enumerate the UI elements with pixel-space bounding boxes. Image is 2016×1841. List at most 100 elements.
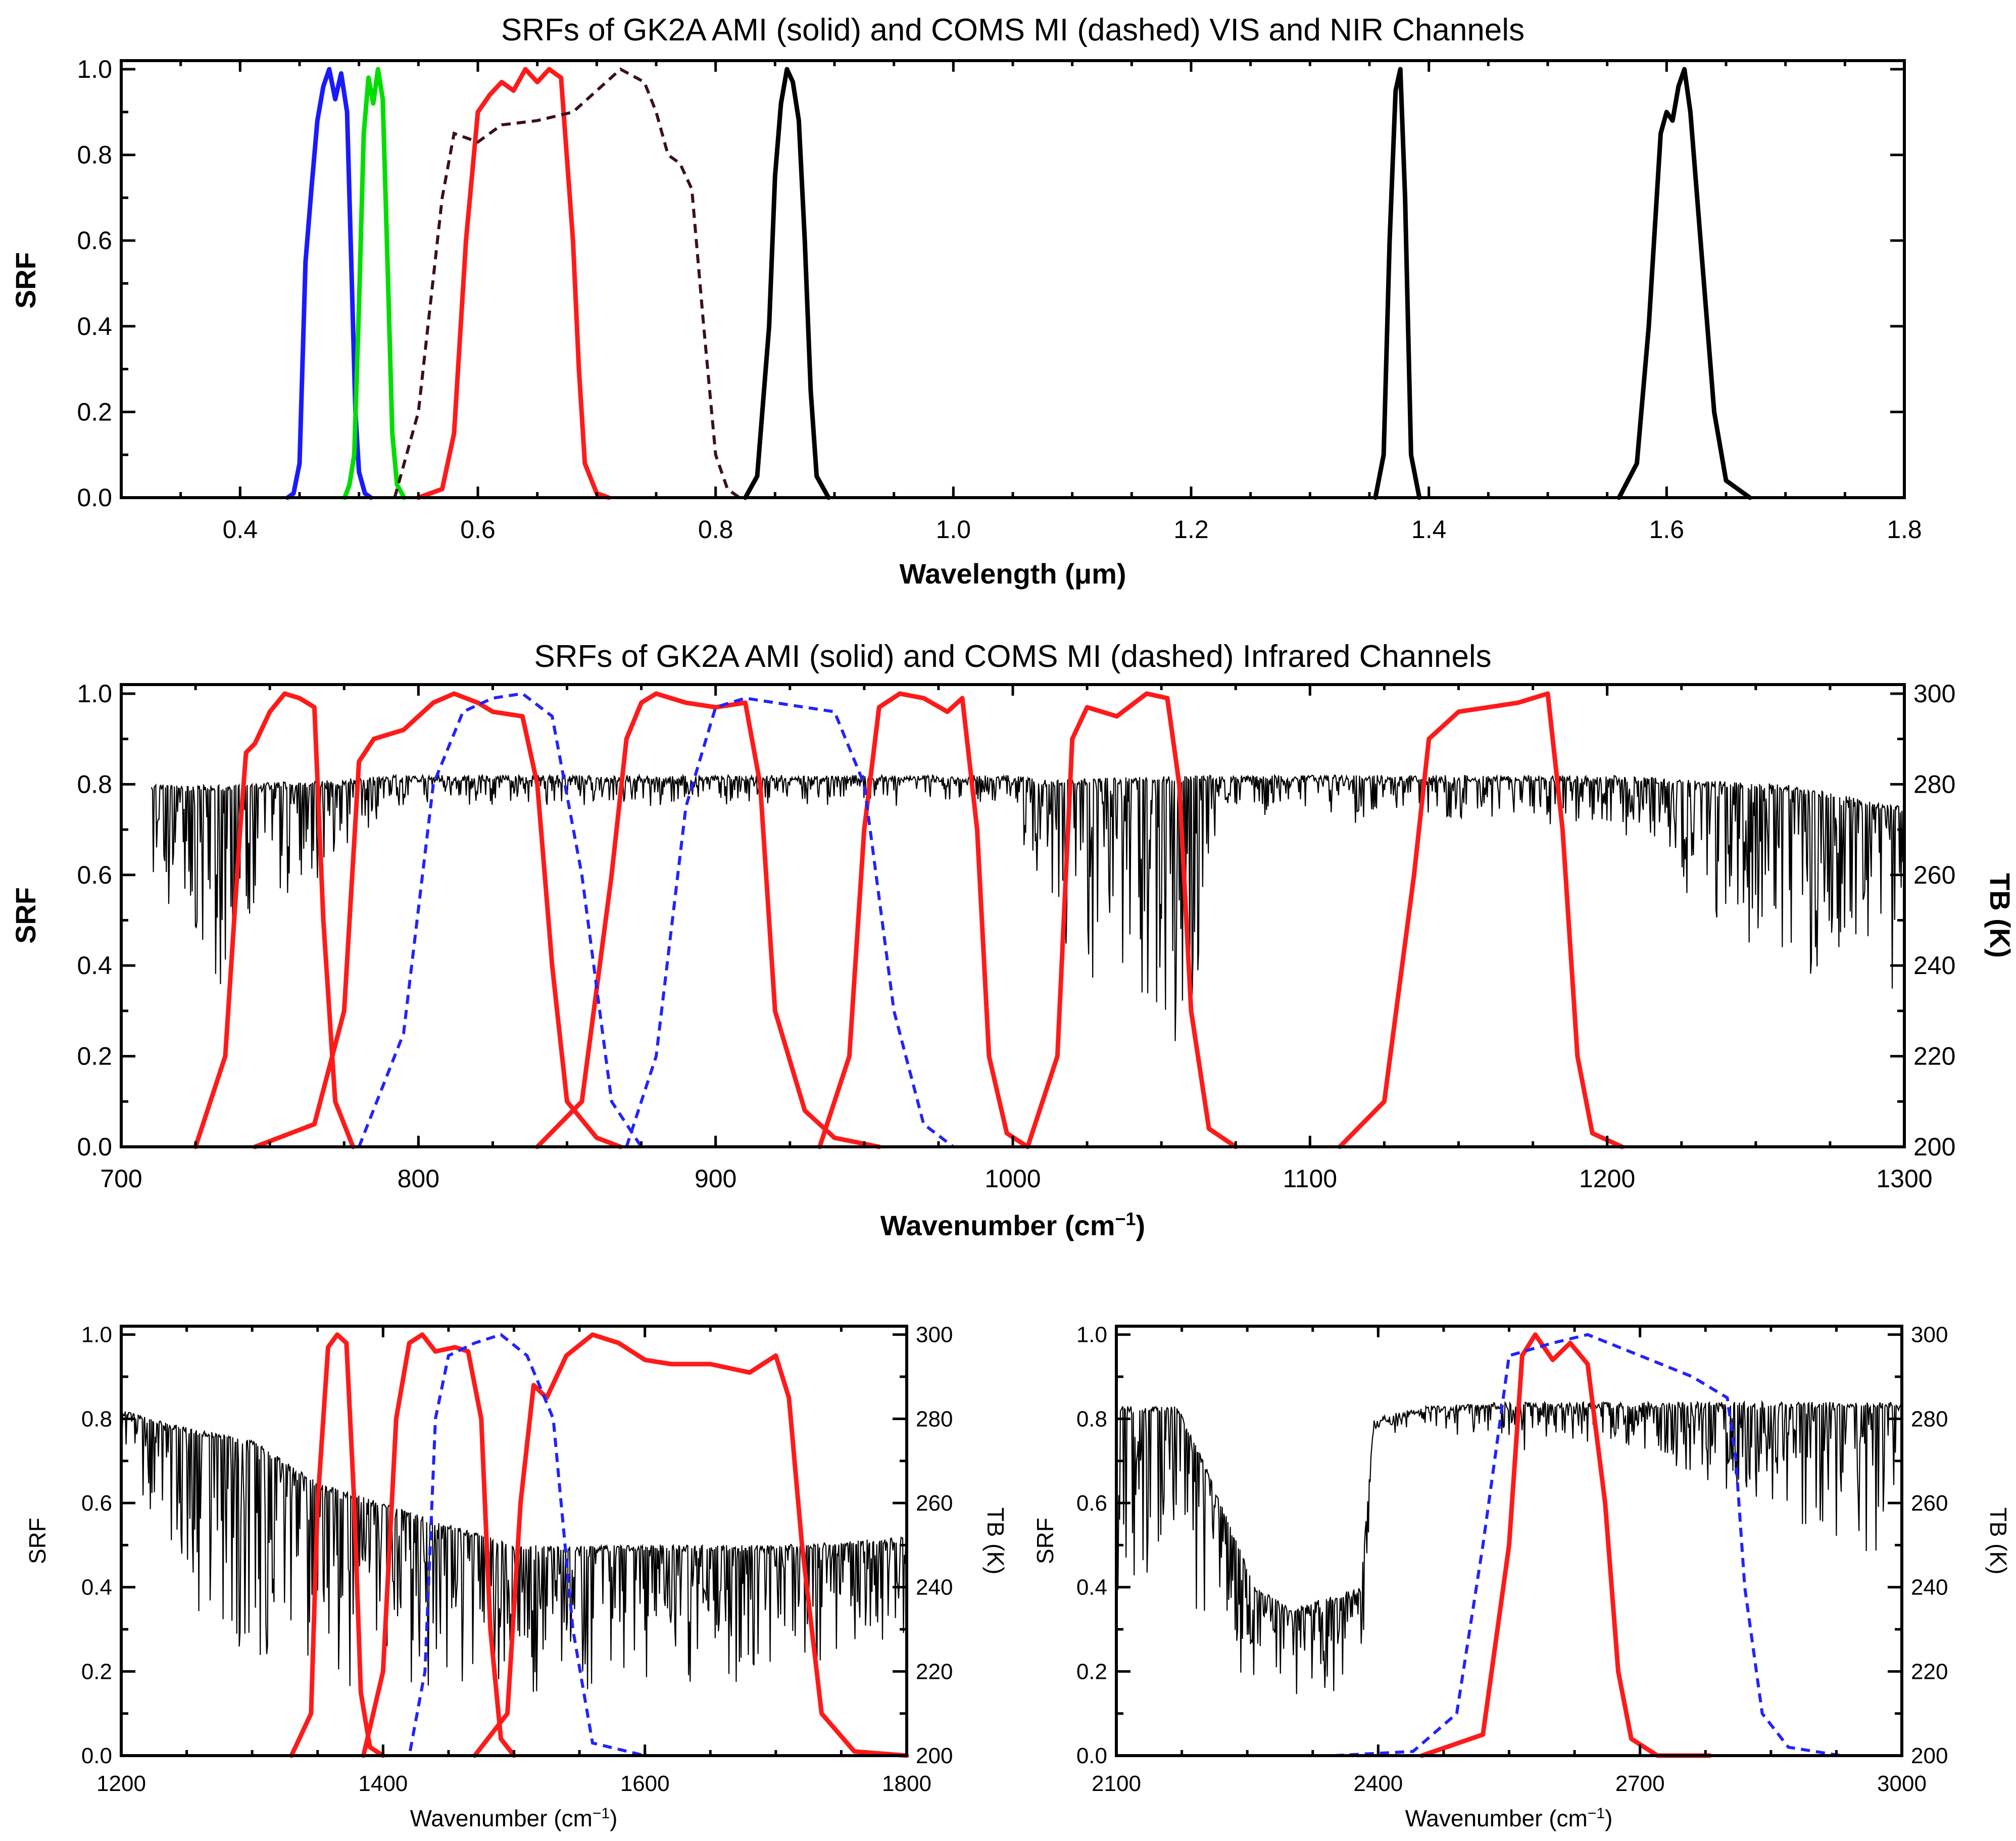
- series-layer: [193, 691, 1625, 1149]
- srf-series-gk2a-ami-vi008: [743, 67, 831, 500]
- srf-series-gk2a-ir105: [817, 691, 1030, 1149]
- y2-tick-label: 300: [1913, 680, 1955, 708]
- x-axis-label: Wavenumber (cm−1): [410, 1805, 618, 1832]
- ticks-layer: 700 800 900 1000 1100 1200 1300 0.0 0.2 0.4 0.6 0.8…: [77, 680, 1955, 1193]
- chart-panel-ir-main: SRFs of GK2A AMI (solid) and COMS MI (da…: [10, 639, 2016, 1241]
- y-tick-label: 0.2: [81, 1659, 112, 1684]
- x-axis-label-sup: −1: [1115, 1208, 1136, 1229]
- x-tick-label: 1800: [882, 1771, 931, 1796]
- x-tick-label: 900: [695, 1165, 736, 1193]
- y-tick-label: 0.4: [1076, 1575, 1107, 1600]
- x-tick-label: 1300: [1876, 1165, 1932, 1193]
- srf-series-gk2a-ir069: [361, 1332, 516, 1758]
- y-axis-label: SRF: [10, 887, 41, 944]
- x-tick-label: 800: [398, 1165, 439, 1193]
- x-axis-label-main: Wavenumber (cm: [1405, 1805, 1588, 1831]
- y2-axis-label: TB (K): [1985, 1508, 2011, 1575]
- ticks-layer: 1200 1400 1600 1800 0.0 0.2 0.4 0.6 0.8 1.0 200 220…: [81, 1323, 953, 1796]
- y-tick-label: 0.8: [77, 141, 112, 169]
- chart-title: SRFs of GK2A AMI (solid) and COMS MI (da…: [501, 13, 1525, 47]
- y-tick-label: 0.2: [77, 1042, 112, 1071]
- x-tick-label: 0.4: [223, 515, 258, 544]
- y2-axis-label: TB (K): [982, 1508, 1009, 1575]
- y2-tick-label: 220: [1913, 1042, 1955, 1071]
- x-axis-label: Wavenumber (cm−1): [880, 1208, 1145, 1242]
- y-tick-label: 0.0: [77, 1133, 112, 1161]
- y-tick-label: 0.2: [77, 398, 112, 426]
- y2-tick-label: 280: [1911, 1407, 1948, 1431]
- x-axis-label-end: ): [1605, 1805, 1612, 1831]
- y2-tick-label: 260: [1913, 861, 1955, 889]
- y-tick-label: 0.4: [81, 1575, 112, 1600]
- srf-series-gk2a-ir133: [193, 691, 356, 1149]
- y-tick-label: 0.6: [81, 1491, 112, 1516]
- ticks-layer: 0.4 0.6 0.8 1.0 1.2 1.4 1.6 1.8 0.0 0.2 0.4 0.6 0.8 1…: [77, 55, 1922, 544]
- srf-series-coms-mi-ir2: [357, 692, 643, 1148]
- x-axis-label-main: Wavenumber (cm: [880, 1209, 1115, 1241]
- x-axis-label-sup: −1: [593, 1805, 610, 1822]
- y2-tick-label: 240: [1913, 951, 1955, 980]
- x-tick-label: 1400: [358, 1771, 408, 1796]
- y-tick-label: 0.8: [1076, 1407, 1107, 1431]
- y-tick-label: 1.0: [77, 55, 112, 83]
- y2-tick-label: 300: [1911, 1323, 1948, 1347]
- tb-spectrum-line: [1115, 1399, 1903, 1694]
- x-tick-label: 2100: [1092, 1771, 1141, 1796]
- x-tick-label: 1000: [985, 1165, 1041, 1193]
- srf-series-gk2a-ir073: [289, 1332, 385, 1758]
- chart-title: SRFs of GK2A AMI (solid) and COMS MI (da…: [534, 639, 1491, 674]
- chart-panel-vis-nir: SRFs of GK2A AMI (solid) and COMS MI (da…: [10, 13, 1922, 590]
- x-tick-label: 1.8: [1887, 515, 1922, 544]
- y-tick-label: 1.0: [77, 680, 112, 708]
- y-tick-label: 0.6: [1076, 1491, 1107, 1516]
- y2-tick-label: 260: [1911, 1491, 1948, 1516]
- y-tick-label: 0.4: [77, 312, 112, 341]
- tb-spectrum-line: [151, 773, 1905, 1041]
- srf-series-gk2a-ami-vi005-green: [342, 67, 407, 500]
- x-tick-label: 1600: [620, 1771, 670, 1796]
- y-axis-label: SRF: [24, 1518, 51, 1564]
- srf-series-gk2a-ir038: [1419, 1332, 1712, 1758]
- series-layer: [285, 67, 1752, 500]
- x-tick-label: 0.8: [698, 515, 733, 544]
- y2-tick-label: 200: [916, 1743, 953, 1768]
- y-axis-label: SRF: [1032, 1518, 1058, 1564]
- y2-tick-label: 300: [916, 1323, 953, 1347]
- srf-series-gk2a-ir063: [472, 1332, 909, 1758]
- y-tick-label: 0.0: [77, 483, 112, 512]
- x-tick-label: 1200: [96, 1771, 146, 1796]
- tb-layer: [120, 1411, 908, 1692]
- srf-series-gk2a-ami-vi006-red: [416, 67, 611, 500]
- srf-series-gk2a-ir087: [1337, 691, 1625, 1149]
- srf-series-coms-mi-vis: [393, 67, 741, 499]
- x-axis-label: Wavelength (μm): [899, 558, 1126, 590]
- y-tick-label: 0.0: [81, 1743, 112, 1768]
- y2-tick-label: 220: [1911, 1659, 1948, 1684]
- y2-tick-label: 280: [1913, 770, 1955, 798]
- y-tick-label: 0.6: [77, 226, 112, 255]
- tb-layer: [1115, 1399, 1903, 1694]
- y-tick-label: 0.4: [77, 951, 112, 980]
- y-tick-label: 0.0: [1076, 1743, 1107, 1768]
- srf-series-gk2a-ir123: [253, 691, 623, 1149]
- y2-tick-label: 240: [916, 1575, 953, 1600]
- srf-series-coms-mi-wv: [186, 1333, 750, 1757]
- y2-tick-label: 240: [1911, 1575, 1948, 1600]
- chart-panel-ir-swir: 2100 2400 2700 3000 0.0 0.2 0.4 0.6 0.8 1.0 200 220…: [1032, 1323, 2011, 1831]
- x-tick-label: 1.0: [936, 515, 971, 544]
- x-tick-label: 1200: [1579, 1165, 1635, 1193]
- x-tick-label: 1.4: [1411, 515, 1447, 544]
- srf-series-gk2a-ami-nr016: [1616, 67, 1752, 500]
- series-layer: [186, 1332, 909, 1758]
- y-tick-label: 0.8: [77, 770, 112, 798]
- x-axis-label-main: Wavenumber (cm: [410, 1805, 593, 1831]
- x-axis-label-end: ): [1136, 1209, 1146, 1241]
- y2-tick-label: 260: [916, 1491, 953, 1516]
- x-tick-label: 1100: [1283, 1165, 1338, 1193]
- srf-series-gk2a-ami-nr013: [1373, 67, 1422, 500]
- x-tick-label: 1.6: [1649, 515, 1685, 544]
- y-tick-label: 0.6: [77, 861, 112, 889]
- x-tick-label: 1.2: [1173, 515, 1209, 544]
- y-axis-label: SRF: [10, 252, 41, 309]
